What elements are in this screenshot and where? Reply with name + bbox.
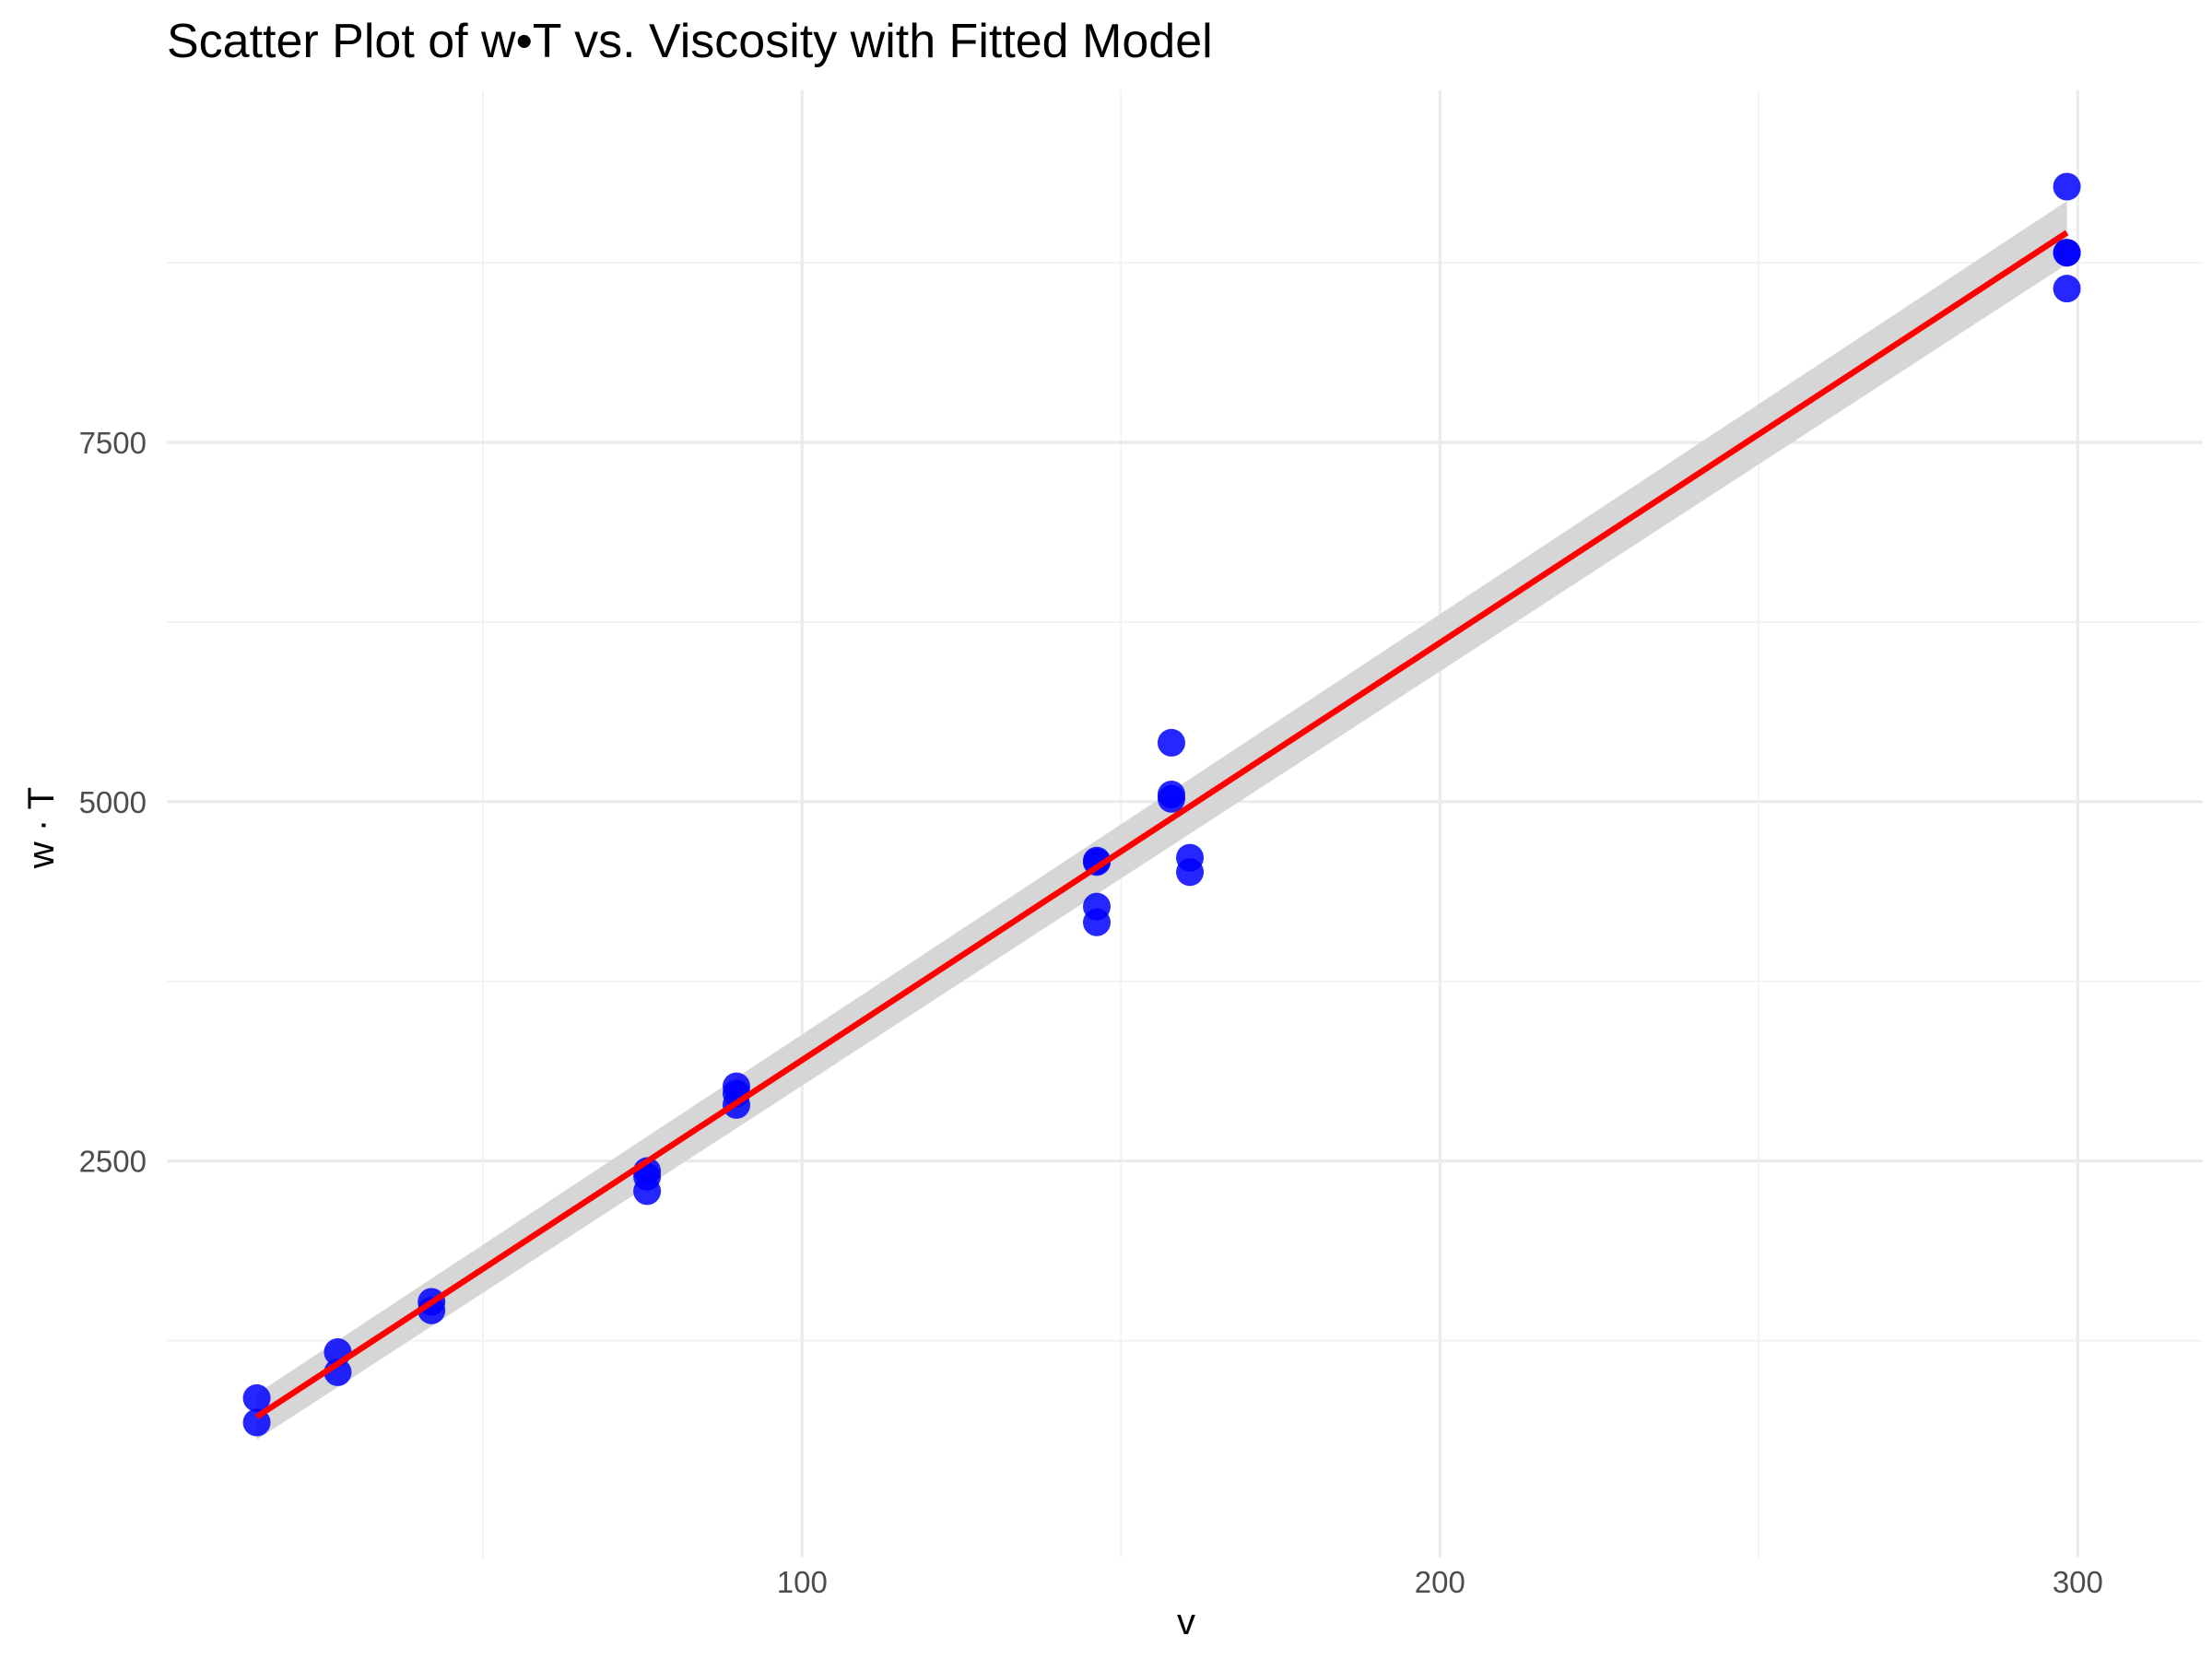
data-point bbox=[1082, 908, 1111, 936]
y-axis-title: w · T bbox=[21, 787, 62, 869]
confidence-band-area bbox=[256, 201, 2067, 1441]
data-point bbox=[242, 1383, 271, 1412]
confidence-band bbox=[256, 201, 2067, 1441]
data-point bbox=[2053, 275, 2081, 303]
y-tick-labels: 2500 5000 7500 bbox=[79, 426, 147, 1179]
x-tick-label: 200 bbox=[1415, 1565, 1465, 1599]
data-point bbox=[1082, 846, 1111, 875]
data-points bbox=[242, 172, 2081, 1437]
x-tick-label: 100 bbox=[777, 1565, 828, 1599]
data-point bbox=[1157, 728, 1185, 757]
data-point bbox=[1157, 784, 1185, 813]
fitted-line-path bbox=[254, 229, 2069, 1419]
data-point bbox=[2053, 172, 2081, 201]
x-axis-title: v bbox=[1177, 1602, 1195, 1642]
data-point bbox=[2053, 239, 2081, 267]
x-tick-labels: 100 200 300 bbox=[777, 1565, 2103, 1599]
data-point bbox=[633, 1177, 662, 1206]
x-tick-label: 300 bbox=[2053, 1565, 2103, 1599]
data-point bbox=[1176, 858, 1205, 887]
y-tick-label: 5000 bbox=[79, 785, 147, 819]
chart-title: Scatter Plot of w•T vs. Viscosity with F… bbox=[167, 15, 1213, 68]
y-tick-label: 2500 bbox=[79, 1145, 147, 1179]
y-tick-label: 7500 bbox=[79, 426, 147, 460]
fitted-line bbox=[254, 229, 2069, 1419]
grid bbox=[167, 90, 2203, 1558]
